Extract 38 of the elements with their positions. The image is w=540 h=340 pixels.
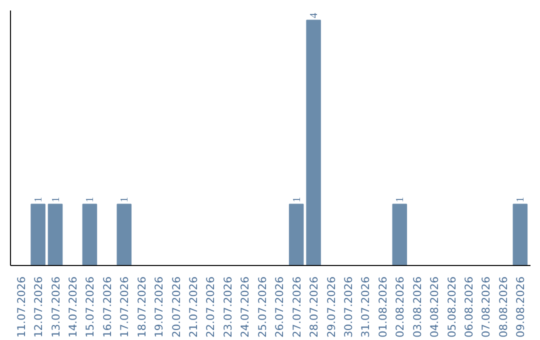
x-tick-label: 27.07.2026 [290, 276, 304, 338]
x-tick-label: 26.07.2026 [273, 276, 286, 338]
x-tick-label: 16.07.2026 [100, 276, 114, 338]
x-tick-label: 25.07.2026 [256, 276, 269, 338]
x-tick-label: 05.08.2026 [445, 276, 458, 338]
x-tick-label: 09.08.2026 [514, 276, 528, 338]
x-tick-label: 02.08.2026 [394, 276, 407, 338]
x-tick-label: 18.07.2026 [135, 276, 148, 338]
x-tick-label: 31.07.2026 [359, 276, 372, 338]
x-tick-label: 07.08.2026 [480, 276, 493, 338]
x-tick-label: 30.07.2026 [342, 276, 355, 338]
data-label: 1 [50, 196, 62, 202]
x-tick-label: 17.07.2026 [118, 276, 132, 338]
data-label: 1 [516, 196, 527, 202]
data-label: 1 [395, 196, 406, 202]
x-tick-label: 06.08.2026 [462, 276, 476, 338]
x-tick-label: 03.08.2026 [410, 276, 424, 338]
x-tick-label: 28.07.2026 [308, 276, 321, 338]
x-tick-label: 20.07.2026 [170, 276, 183, 338]
data-label: 1 [85, 196, 96, 202]
x-tick-label: 01.08.2026 [376, 276, 390, 338]
x-tick-label: 29.07.2026 [324, 276, 338, 338]
data-label: 4 [309, 12, 320, 18]
x-tick-label: 14.07.2026 [66, 276, 80, 338]
x-tick-label: 11.07.2026 [14, 276, 28, 338]
x-tick-label: 24.07.2026 [238, 276, 252, 338]
x-tick-label: 15.07.2026 [84, 276, 97, 338]
data-label: 1 [34, 196, 45, 202]
x-tick-label: 08.08.2026 [496, 276, 510, 338]
x-tick-label: 22.07.2026 [204, 276, 218, 338]
x-tick-label: 19.07.2026 [152, 276, 166, 338]
data-label: 1 [292, 196, 303, 202]
x-tick-label: 23.07.2026 [221, 276, 234, 338]
x-tick-label: 12.07.2026 [32, 276, 46, 338]
x-tick-label: 04.08.2026 [428, 276, 442, 338]
x-tick-label: 21.07.2026 [187, 276, 200, 338]
data-label: 1 [120, 196, 131, 202]
x-tick-label: 13.07.2026 [49, 276, 62, 338]
